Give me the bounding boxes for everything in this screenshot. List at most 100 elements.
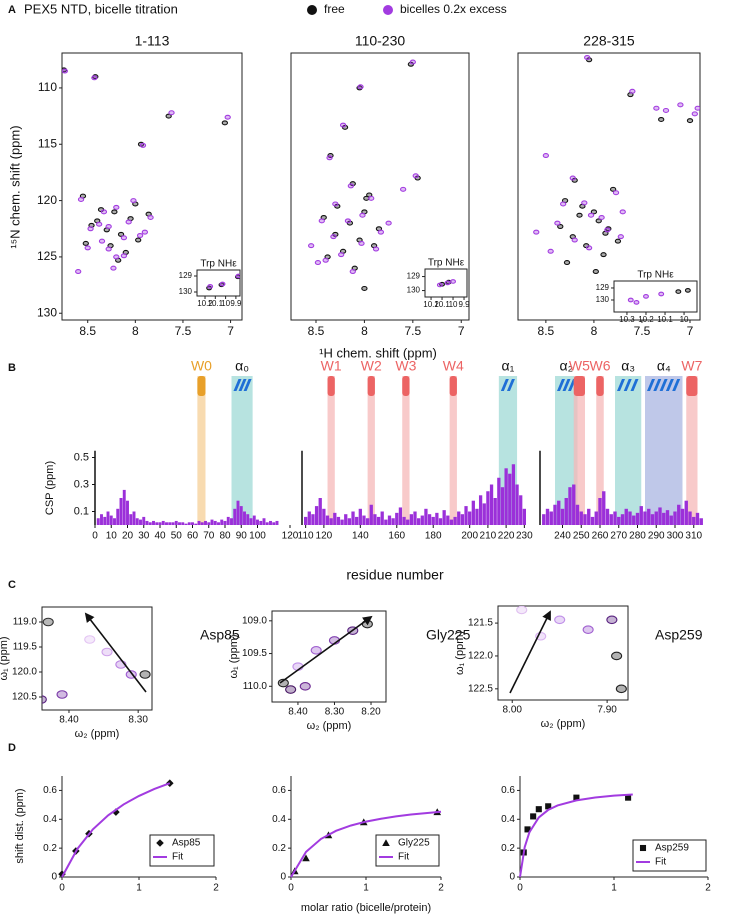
region-top (197, 376, 206, 396)
y-tick-label: 0.6 (501, 785, 515, 796)
peak (557, 223, 564, 229)
peak (691, 111, 698, 117)
peak (56, 690, 68, 699)
bar (322, 508, 326, 525)
peak (330, 234, 337, 240)
y-tick-label: 109.5 (242, 648, 267, 659)
bar (613, 511, 617, 525)
bar (197, 520, 201, 525)
fit-line (519, 793, 633, 878)
y-tick-label: 130 (596, 295, 610, 304)
x-axis-label: ω₂ (ppm) (541, 718, 586, 730)
bar (420, 515, 424, 525)
helix-icon (238, 379, 247, 391)
peak (235, 273, 240, 279)
bar (662, 512, 666, 525)
y-tick-label: 119.0 (13, 617, 38, 628)
bar (669, 515, 673, 525)
peak (110, 265, 117, 271)
y-tick-label: 110.0 (243, 681, 268, 692)
arrow (84, 612, 147, 693)
bar (650, 514, 655, 525)
inset-title: Trp NHε (637, 270, 674, 281)
bar (161, 520, 165, 525)
bar (493, 498, 497, 525)
bar (174, 520, 178, 525)
bar (446, 515, 450, 525)
peak (91, 75, 98, 81)
region-label: W3 (395, 358, 416, 374)
legend-label: Fit (398, 852, 409, 863)
peak (101, 647, 113, 657)
peak (326, 155, 333, 161)
peak (615, 684, 627, 694)
bar (223, 520, 227, 525)
peak (359, 212, 366, 218)
bar (431, 516, 435, 525)
bar (259, 520, 263, 525)
bar (236, 500, 240, 525)
x-tick-label: 290 (648, 531, 665, 542)
bar (500, 487, 505, 525)
peak (332, 201, 339, 207)
peak (627, 297, 634, 303)
x-tick-label: 60 (187, 531, 199, 542)
region-label: W4 (443, 358, 464, 374)
legend-label: Asp259 (655, 843, 689, 854)
x-tick-label: 8.40 (288, 707, 308, 718)
peaks (436, 279, 456, 288)
peak (684, 288, 691, 293)
region-label: W1 (321, 358, 342, 374)
peak (587, 212, 595, 218)
peak (368, 195, 375, 201)
bar (560, 508, 565, 525)
peak (62, 68, 69, 74)
x-tick-label: 10.2 (197, 299, 213, 308)
x-tick-label: 2 (705, 883, 711, 894)
y-tick-label: 120 (37, 193, 57, 207)
peak (322, 257, 329, 263)
peak (611, 651, 623, 661)
bar (658, 507, 662, 525)
bar (181, 522, 185, 525)
region-top (596, 376, 604, 396)
region-top (449, 376, 457, 396)
peak (412, 173, 419, 179)
region-label: α₀ (235, 358, 249, 374)
legend-label: bicelles 0.2x excess (400, 2, 507, 16)
peak (299, 681, 311, 691)
bar (246, 514, 250, 525)
peak (609, 186, 617, 192)
legend-box (149, 834, 215, 867)
bar (184, 523, 188, 525)
plot-frame (517, 52, 701, 321)
peak (207, 284, 214, 289)
region-label: W2 (361, 358, 382, 374)
bar (336, 516, 341, 525)
x-tick-label: 240 (554, 531, 571, 542)
x-tick-label: 8.00 (502, 705, 522, 716)
peak (658, 291, 665, 297)
peak (436, 282, 443, 288)
region (596, 376, 604, 525)
bar (307, 511, 311, 525)
x-tick-label: 80 (219, 531, 231, 542)
bar (325, 515, 330, 525)
y-tick-label: 130 (37, 305, 57, 319)
bar (398, 507, 403, 525)
chart-title: 1-113 (135, 33, 170, 49)
peak (571, 237, 578, 243)
x-tick-label: 2 (213, 883, 219, 894)
y-axis-label: ¹⁵N chem. shift (ppm) (7, 125, 22, 248)
peaks (307, 59, 421, 291)
bar (200, 522, 204, 525)
data-point (302, 854, 310, 862)
x-tick-label: 0 (517, 883, 523, 894)
peak (338, 252, 345, 258)
bar (677, 504, 681, 525)
x-tick-label: 270 (610, 531, 627, 542)
legend-label: Fit (655, 857, 666, 868)
peak (662, 107, 670, 113)
plot-frame (613, 280, 698, 313)
bar (568, 487, 572, 525)
